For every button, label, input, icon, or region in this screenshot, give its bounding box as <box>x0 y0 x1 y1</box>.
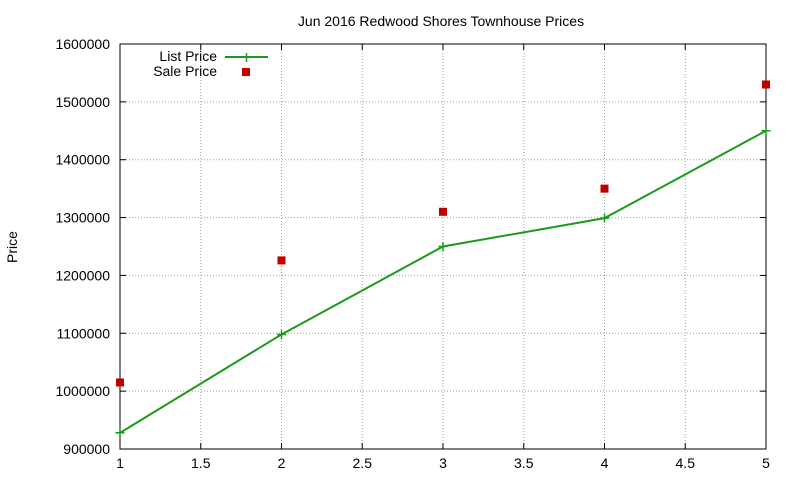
legend-label-sale-price: Sale Price <box>153 63 217 79</box>
y-axis-label: Price <box>4 231 20 263</box>
y-tick-label: 900000 <box>63 441 110 457</box>
legend: List Price Sale Price <box>153 48 268 79</box>
sale-price-point <box>600 184 609 193</box>
x-tick-label: 2.5 <box>353 455 373 471</box>
list-price-point <box>438 242 448 251</box>
y-tick-label: 1600000 <box>55 36 110 52</box>
sale-price-point <box>762 80 770 89</box>
y-tick-label: 1200000 <box>55 267 110 283</box>
x-tick-label: 3 <box>439 455 447 471</box>
y-tick-label: 1000000 <box>55 383 110 399</box>
legend-marker-list-price <box>242 53 252 62</box>
x-tick-label: 5 <box>762 455 770 471</box>
series <box>115 80 771 438</box>
x-tick-label: 3.5 <box>514 455 534 471</box>
sale-price-point <box>116 378 124 387</box>
x-tick-label: 1.5 <box>191 455 211 471</box>
axis-ticks: 1 1.5 2 2.5 3 3.5 4 4.5 5 900000 1000000 1100000 120… <box>55 36 770 471</box>
x-tick-label: 4 <box>601 455 609 471</box>
list-price-point <box>115 428 125 438</box>
y-tick-label: 1500000 <box>55 94 110 110</box>
y-tick-label: 1100000 <box>57 325 111 341</box>
list-price-point <box>600 213 609 223</box>
chart-title: Jun 2016 Redwood Shores Townhouse Prices <box>298 13 584 29</box>
sale-price-point <box>439 207 447 216</box>
x-tick-label: 1 <box>116 455 124 471</box>
list-price-point <box>761 126 771 136</box>
sale-price-point <box>277 256 286 265</box>
x-tick-label: 2 <box>278 455 286 471</box>
legend-marker-sale-price <box>242 68 250 76</box>
y-tick-label: 1400000 <box>55 152 110 168</box>
legend-label-list-price: List Price <box>159 48 217 64</box>
y-tick-label: 1300000 <box>55 210 110 226</box>
list-price-point <box>277 329 286 339</box>
x-tick-label: 4.5 <box>676 455 696 471</box>
